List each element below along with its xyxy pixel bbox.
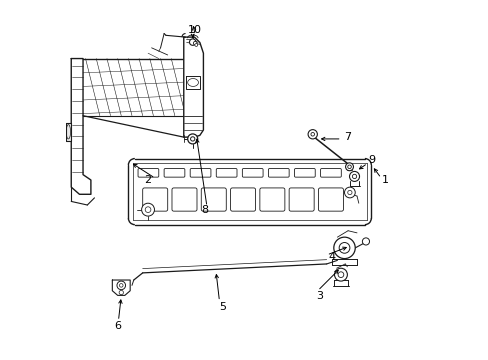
Text: 9: 9 [367, 156, 374, 165]
FancyBboxPatch shape [190, 168, 210, 177]
Polygon shape [186, 76, 200, 89]
Circle shape [119, 291, 123, 295]
FancyBboxPatch shape [142, 188, 167, 211]
Circle shape [142, 203, 154, 216]
FancyBboxPatch shape [268, 168, 288, 177]
Circle shape [339, 243, 349, 253]
Circle shape [334, 268, 346, 281]
Text: 10: 10 [187, 25, 201, 35]
Circle shape [193, 41, 197, 45]
Text: 5: 5 [219, 302, 226, 312]
FancyBboxPatch shape [164, 168, 184, 177]
FancyBboxPatch shape [216, 168, 237, 177]
FancyBboxPatch shape [320, 168, 341, 177]
Circle shape [347, 190, 351, 195]
Polygon shape [71, 59, 91, 194]
Polygon shape [183, 37, 203, 137]
FancyBboxPatch shape [259, 188, 285, 211]
Circle shape [349, 171, 359, 181]
Text: 4: 4 [328, 252, 335, 262]
Circle shape [117, 281, 125, 290]
Circle shape [337, 272, 343, 278]
FancyBboxPatch shape [242, 168, 263, 177]
Circle shape [145, 207, 151, 212]
Text: 3: 3 [315, 291, 323, 301]
Circle shape [333, 237, 354, 258]
Text: 7: 7 [344, 132, 351, 142]
Circle shape [310, 132, 314, 136]
Polygon shape [112, 280, 130, 296]
FancyBboxPatch shape [288, 188, 313, 211]
Text: 2: 2 [144, 175, 151, 185]
Circle shape [362, 238, 369, 245]
Circle shape [345, 163, 353, 171]
Text: 8: 8 [201, 205, 208, 215]
Circle shape [194, 44, 197, 46]
Circle shape [347, 165, 350, 168]
Circle shape [352, 174, 356, 179]
Circle shape [190, 137, 194, 141]
Text: 6: 6 [114, 321, 121, 332]
Text: 1: 1 [381, 175, 388, 185]
FancyBboxPatch shape [230, 188, 255, 211]
Circle shape [189, 39, 196, 45]
Circle shape [119, 284, 123, 287]
FancyBboxPatch shape [294, 168, 315, 177]
Circle shape [187, 134, 197, 144]
FancyBboxPatch shape [318, 188, 343, 211]
Polygon shape [66, 123, 71, 141]
FancyBboxPatch shape [138, 168, 159, 177]
Circle shape [307, 130, 317, 139]
Circle shape [344, 187, 354, 198]
FancyBboxPatch shape [201, 188, 226, 211]
FancyBboxPatch shape [172, 188, 197, 211]
